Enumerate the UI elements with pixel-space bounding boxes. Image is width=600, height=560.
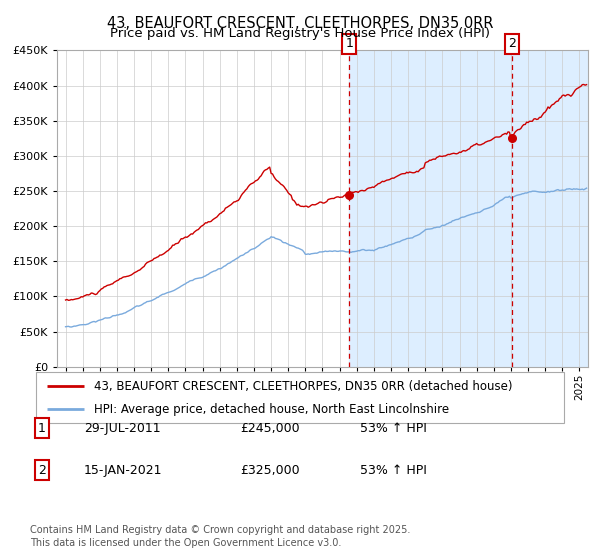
Text: 43, BEAUFORT CRESCENT, CLEETHORPES, DN35 0RR: 43, BEAUFORT CRESCENT, CLEETHORPES, DN35… <box>107 16 493 31</box>
Text: 53% ↑ HPI: 53% ↑ HPI <box>360 464 427 477</box>
Text: 15-JAN-2021: 15-JAN-2021 <box>84 464 163 477</box>
Text: 53% ↑ HPI: 53% ↑ HPI <box>360 422 427 435</box>
Text: 1: 1 <box>346 38 353 50</box>
Text: 2: 2 <box>38 464 46 477</box>
FancyBboxPatch shape <box>36 372 564 423</box>
Text: Price paid vs. HM Land Registry's House Price Index (HPI): Price paid vs. HM Land Registry's House … <box>110 27 490 40</box>
Bar <box>349 50 600 367</box>
Text: 2: 2 <box>508 38 515 50</box>
Text: 1: 1 <box>38 422 46 435</box>
Text: £325,000: £325,000 <box>240 464 299 477</box>
Text: Contains HM Land Registry data © Crown copyright and database right 2025.
This d: Contains HM Land Registry data © Crown c… <box>30 525 410 548</box>
Text: 43, BEAUFORT CRESCENT, CLEETHORPES, DN35 0RR (detached house): 43, BEAUFORT CRESCENT, CLEETHORPES, DN35… <box>94 380 512 393</box>
Text: £245,000: £245,000 <box>240 422 299 435</box>
Text: 29-JUL-2011: 29-JUL-2011 <box>84 422 161 435</box>
Text: HPI: Average price, detached house, North East Lincolnshire: HPI: Average price, detached house, Nort… <box>94 403 449 416</box>
